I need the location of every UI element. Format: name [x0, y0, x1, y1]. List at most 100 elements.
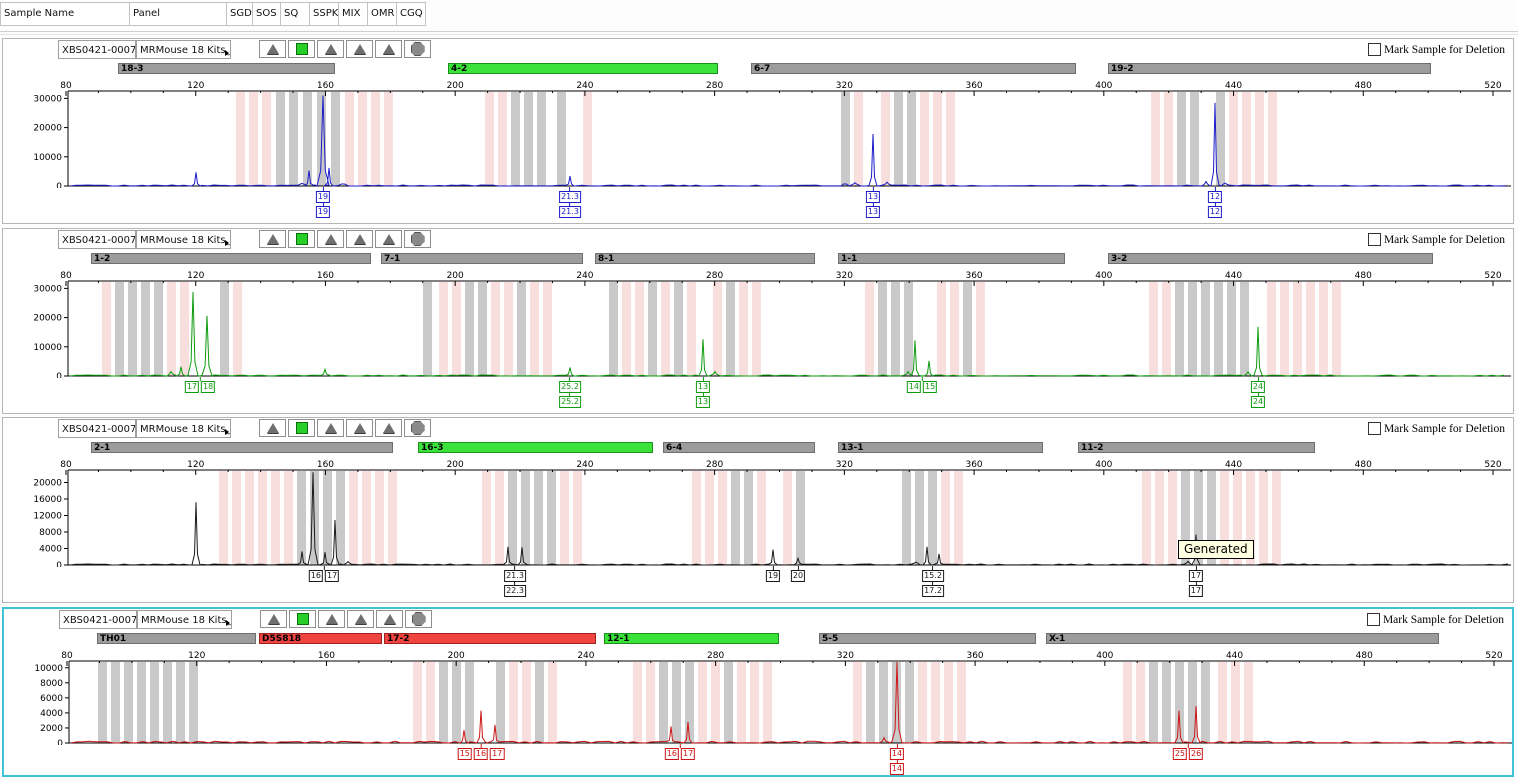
column-header-sq: SQ — [281, 2, 310, 26]
mark-deletion-label: Mark Sample for Deletion — [1383, 422, 1505, 435]
allele-label-box[interactable]: 15 — [923, 381, 938, 393]
stop-octagon-icon — [411, 612, 426, 626]
allele-label-box[interactable]: 17 — [184, 381, 199, 393]
bin-stripe — [739, 282, 748, 376]
bin-stripe — [633, 662, 642, 743]
allele-label-box[interactable]: 18 — [201, 381, 216, 393]
trace-line — [70, 661, 1509, 744]
mark-deletion-control: Mark Sample for Deletion — [1367, 233, 1505, 246]
electropherogram-plot: 80 120 160 200 240 280 320 360 400 440 480 520 0 1000… — [33, 271, 1511, 382]
allele-connector — [1214, 187, 1216, 191]
allele-row: 16 17 — [308, 570, 340, 582]
warning-triangle-icon — [353, 234, 366, 244]
x-axis-tick-label: 80 — [61, 651, 73, 661]
allele-connector — [896, 744, 898, 748]
allele-label-box[interactable]: 17 — [681, 748, 696, 760]
bin-stripe — [534, 471, 543, 565]
x-axis-tick-label: 480 — [1355, 271, 1372, 281]
genotype-label-group: 25 26 — [1172, 744, 1204, 760]
allele-label-box[interactable]: 14 — [889, 763, 905, 775]
allele-label-box[interactable]: 17 — [490, 748, 505, 760]
allele-label-box[interactable]: 15.2 — [922, 570, 944, 582]
panel-name-cell[interactable]: MRMouse 18 Kits_Pane — [136, 419, 231, 438]
allele-label-box[interactable]: 19 — [315, 206, 331, 218]
bin-stripe — [661, 282, 670, 376]
allele-label-box[interactable]: 12 — [1207, 191, 1223, 203]
marker-bar: 7-1 — [381, 253, 583, 264]
stop-octagon-icon — [410, 42, 425, 56]
allele-label-box[interactable]: 13 — [695, 396, 711, 408]
quality-flag-cell — [259, 40, 286, 58]
warning-triangle-icon — [353, 423, 366, 433]
quality-flag-cell — [288, 230, 315, 248]
allele-label-box[interactable]: 25.2 — [559, 396, 581, 408]
allele-label-box[interactable]: 26 — [1189, 748, 1204, 760]
allele-label-box[interactable]: 17 — [1188, 585, 1204, 597]
allele-label-box[interactable]: 16 — [664, 748, 679, 760]
allele-label-box[interactable]: 25.2 — [559, 381, 581, 393]
bin-stripe — [894, 92, 903, 186]
marker-bar: 11-2 — [1078, 442, 1315, 453]
column-header-sspk: SSPK — [310, 2, 339, 26]
mark-deletion-checkbox[interactable] — [1367, 233, 1381, 246]
bin-stripe — [1229, 92, 1238, 186]
allele-row: 12 — [1207, 206, 1223, 218]
x-axis-tick-label: 120 — [187, 460, 204, 470]
x-axis-tick-label: 520 — [1485, 651, 1502, 661]
allele-label-box[interactable]: 17 — [1188, 570, 1204, 582]
panel-name-cell[interactable]: MRMouse 18 Kits_Pane — [136, 40, 231, 59]
quality-flag-cell — [317, 230, 344, 248]
bin-stripe — [737, 662, 746, 743]
panel-name-cell[interactable]: MRMouse 18 Kits_Pane — [137, 610, 232, 629]
allele-label-box[interactable]: 14 — [906, 381, 921, 393]
bin-stripe — [498, 92, 507, 186]
bin-stripe — [1259, 471, 1268, 565]
bin-stripe — [111, 662, 120, 743]
allele-row: 22.3 — [504, 585, 526, 597]
x-axis-tick-label: 160 — [317, 271, 334, 281]
allele-label-box[interactable]: 21.3 — [559, 206, 581, 218]
bin-stripe — [907, 92, 916, 186]
allele-label-box[interactable]: 17 — [325, 570, 340, 582]
allele-label-box[interactable]: 16 — [308, 570, 323, 582]
allele-label-box[interactable]: 22.3 — [504, 585, 526, 597]
allele-label-box[interactable]: 17.2 — [922, 585, 944, 597]
allele-label-box[interactable]: 25 — [1172, 748, 1187, 760]
x-axis-tick-label: 120 — [187, 81, 204, 91]
allele-label-box[interactable]: 12 — [1207, 206, 1223, 218]
panel-name-cell[interactable]: MRMouse 18 Kits_Pane — [136, 230, 231, 249]
allele-label-box[interactable]: 21.3 — [504, 570, 526, 582]
allele-label-box[interactable]: 24 — [1250, 396, 1266, 408]
plot-area: 80 120 160 200 240 280 320 360 400 440 480 520 0 1000… — [3, 268, 1518, 382]
mark-deletion-checkbox[interactable] — [1366, 613, 1380, 626]
allele-label-box[interactable]: 13 — [865, 206, 881, 218]
allele-label-box[interactable]: 19 — [765, 570, 781, 582]
genotype-label-group: 12 12 — [1207, 187, 1223, 218]
column-header-sos: SOS — [253, 2, 281, 26]
quality-flag-cell — [318, 610, 345, 628]
allele-label-box[interactable]: 19 — [315, 191, 331, 203]
bin-stripe — [1246, 471, 1255, 565]
y-axis-tick-label: 12000 — [33, 511, 62, 521]
x-axis-tick-label: 280 — [706, 460, 723, 470]
allele-label-box[interactable]: 14 — [889, 748, 905, 760]
allele-label-box[interactable]: 13 — [865, 191, 881, 203]
allele-label-box[interactable]: 24 — [1250, 381, 1266, 393]
x-axis-tick-label: 160 — [318, 651, 335, 661]
x-axis-tick-label: 240 — [576, 460, 593, 470]
allele-label-box[interactable]: 21.3 — [559, 191, 581, 203]
mark-deletion-checkbox[interactable] — [1367, 43, 1381, 56]
allele-label-box[interactable]: 20 — [790, 570, 806, 582]
bin-stripe — [1162, 282, 1171, 376]
allele-label-box[interactable]: 16 — [473, 748, 489, 760]
bin-stripe — [1242, 92, 1251, 186]
mark-deletion-checkbox[interactable] — [1367, 422, 1381, 435]
genotype-label-group: 20 — [790, 566, 806, 582]
allele-row: 13 — [865, 191, 881, 203]
allele-label-box[interactable]: 13 — [695, 381, 711, 393]
allele-label-box[interactable]: 15 — [457, 748, 472, 760]
